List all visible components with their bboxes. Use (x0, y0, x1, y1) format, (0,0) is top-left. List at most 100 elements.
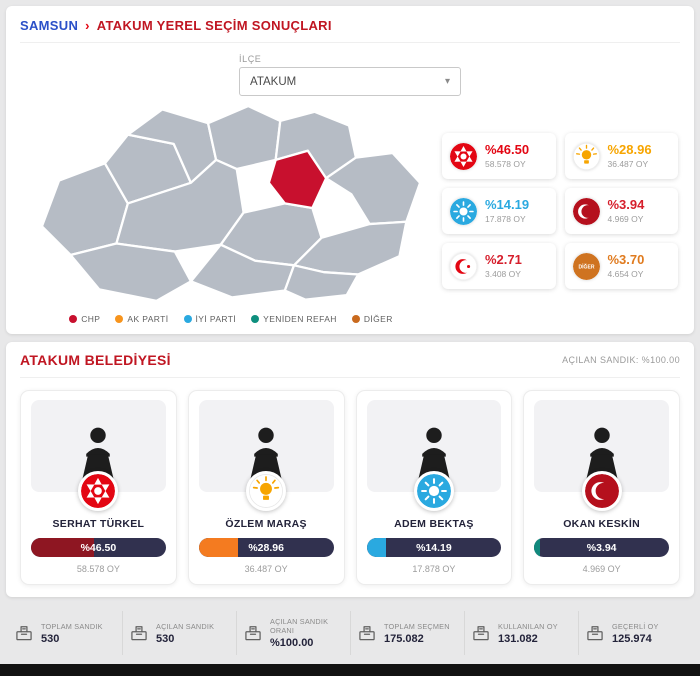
legend-label: AK PARTİ (127, 314, 169, 324)
breadcrumb-province-link[interactable]: SAMSUN (20, 18, 79, 33)
vote-share-bar: %3.94 (534, 538, 669, 557)
party-votes: 58.578 OY (485, 159, 526, 169)
party-votes: 17.878 OY (485, 214, 526, 224)
vote-share-fill (366, 538, 386, 557)
candidate-votes: 4.969 OY (582, 564, 621, 574)
party-result-card: %28.96 36.487 OY (564, 133, 678, 179)
crescent-party-logo-icon (450, 253, 477, 280)
vote-share-bar: %14.19 (366, 538, 502, 557)
vote-share-bar: %28.96 (198, 538, 334, 557)
legend-item-chp: CHP (69, 314, 100, 324)
party-votes: 36.487 OY (607, 159, 649, 169)
candidate-votes: 17.878 OY (412, 564, 456, 574)
stat-label: TOPLAM SANDIK (41, 621, 103, 631)
highlighted-district-region[interactable] (267, 149, 328, 210)
stat-label: TOPLAM SEÇMEN (384, 621, 450, 631)
legend-dot-ak-parti (115, 315, 124, 323)
stat-label: KULLANILAN OY (498, 621, 558, 631)
legend-item-yeniden-refah: YENİDEN REFAH (251, 314, 337, 324)
ballot-box-icon (14, 623, 34, 643)
vote-share-fill (198, 538, 238, 557)
ballot-box-icon (585, 623, 605, 643)
party-votes: 3.408 OY (485, 269, 521, 279)
stat-kullanilan-oy: KULLANILAN OY 131.082 (464, 611, 578, 655)
party-votes: 4.654 OY (607, 269, 644, 279)
vote-share-fill (534, 538, 540, 557)
legend-label: CHP (81, 314, 101, 324)
legend-dot-iyi-parti (183, 315, 192, 323)
stat-value: 131.082 (498, 632, 538, 645)
vote-share-percentage: %14.19 (416, 541, 452, 554)
stat-value: 125.974 (612, 632, 652, 645)
stat-value: 175.082 (384, 632, 424, 645)
results-overview-panel: SAMSUN › ATAKUM YEREL SEÇİM SONUÇLARI İLÇE… (6, 6, 694, 334)
candidate-votes: 36.487 OY (244, 564, 288, 574)
candidate-name: ADEM BEKTAŞ (394, 518, 474, 530)
candidate-votes: 58.578 OY (76, 564, 120, 574)
stat-value: 530 (41, 632, 60, 645)
chp-logo-icon (78, 471, 119, 511)
party-percentage: %28.96 (607, 142, 652, 157)
footer-bar (0, 664, 700, 676)
chp-logo-icon (450, 143, 477, 170)
municipality-panel: ATAKUM BELEDİYESİ AÇILAN SANDIK: %100.00… (6, 342, 694, 597)
ak-parti-lightbulb-logo-icon (246, 471, 287, 511)
candidate-card: SERHAT TÜRKEL %46.50 58.578 OY (20, 390, 177, 585)
party-result-card: %2.71 3.408 OY (442, 243, 556, 289)
legend-item-iyi-parti: İYİ PARTİ (183, 314, 237, 324)
candidate-card: ADEM BEKTAŞ %14.19 17.878 OY (355, 390, 513, 585)
candidate-card: ÖZLEM MARAŞ %28.96 36.487 OY (187, 390, 345, 585)
party-results-grid: %46.50 58.578 OY %28.96 36.487 OY %14.19… (442, 98, 680, 324)
stat-acilan-sandik: AÇILAN SANDIK 530 (122, 611, 236, 655)
party-result-card: %3.94 4.969 OY (564, 188, 678, 234)
party-percentage: %14.19 (485, 197, 530, 212)
legend-item-ak-parti: AK PARTİ (115, 314, 168, 324)
party-percentage: %2.71 (485, 252, 522, 267)
candidate-name: OKAN KESKİN (563, 518, 641, 530)
legend-dot-diger (351, 315, 360, 323)
party-result-card: %3.70 4.654 OY (564, 243, 678, 289)
vote-share-percentage: %3.94 (586, 541, 617, 554)
district-filter: İLÇE ATAKUM ▾ (239, 54, 461, 96)
ballot-box-icon (129, 623, 149, 643)
stat-toplam-secmen: TOPLAM SEÇMEN 175.082 (350, 611, 464, 655)
stat-gecerli-oy: GEÇERLİ OY 125.974 (578, 611, 692, 655)
opened-ballots-label: AÇILAN SANDIK: %100.00 (562, 355, 680, 365)
party-percentage: %3.94 (607, 197, 645, 212)
candidate-name: ÖZLEM MARAŞ (225, 518, 307, 530)
ak-parti-lightbulb-logo-icon (573, 143, 600, 170)
party-percentage: %46.50 (485, 142, 530, 157)
party-percentage: %3.70 (607, 252, 645, 267)
stat-value: 530 (156, 632, 175, 645)
legend-label: İYİ PARTİ (195, 314, 237, 324)
district-select-value: ATAKUM (250, 75, 297, 88)
stat-acilan-sandik-orani: AÇILAN SANDIK ORANI %100.00 (236, 611, 350, 655)
stat-label: GEÇERLİ OY (612, 621, 659, 631)
party-votes: 4.969 OY (607, 214, 644, 224)
vote-share-fill (31, 538, 94, 557)
legend-label: DİĞER (363, 314, 393, 324)
municipality-title: ATAKUM BELEDİYESİ (20, 352, 171, 368)
stat-toplam-sandik: TOPLAM SANDIK 530 (8, 611, 122, 655)
summary-stats: TOPLAM SANDIK 530 AÇILAN SANDIK 530 AÇIL… (8, 603, 692, 659)
breadcrumb: SAMSUN › ATAKUM YEREL SEÇİM SONUÇLARI (20, 16, 680, 43)
iyi-parti-sun-logo-icon (450, 198, 477, 225)
vote-share-percentage: %46.50 (80, 541, 117, 554)
chevron-down-icon: ▾ (444, 76, 450, 87)
stat-value: %100.00 (270, 637, 314, 649)
stat-label: AÇILAN SANDIK ORANI (270, 617, 329, 635)
district-map[interactable] (22, 98, 440, 310)
stat-label: AÇILAN SANDIK (156, 621, 215, 631)
party-result-card: %46.50 58.578 OY (442, 133, 556, 179)
legend-label: YENİDEN REFAH (263, 314, 337, 324)
candidate-name: SERHAT TÜRKEL (52, 518, 145, 530)
ballot-box-icon (243, 623, 263, 643)
district-select[interactable]: ATAKUM ▾ (239, 67, 461, 96)
party-result-card: %14.19 17.878 OY (442, 188, 556, 234)
ballot-box-icon (471, 623, 491, 643)
yeniden-refah-crescent-logo-icon (573, 198, 600, 225)
legend-item-diger: DİĞER (351, 314, 393, 324)
iyi-parti-sun-logo-icon (413, 471, 454, 511)
legend-dot-chp (69, 315, 78, 323)
page-title: ATAKUM YEREL SEÇİM SONUÇLARI (96, 18, 332, 33)
